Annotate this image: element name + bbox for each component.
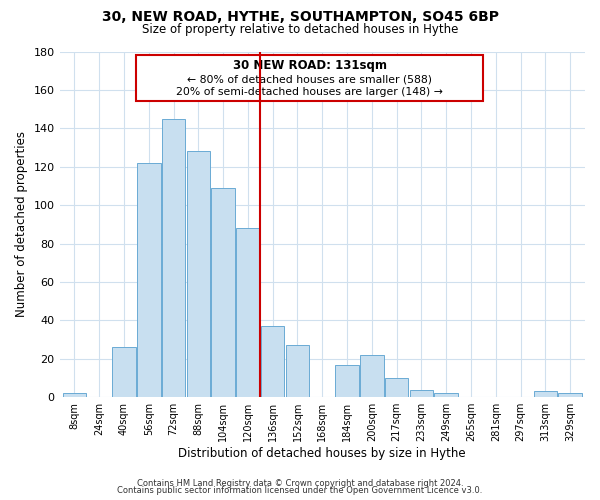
Bar (533, 392, 557, 397)
Bar (559, 394, 582, 397)
Text: Size of property relative to detached houses in Hythe: Size of property relative to detached ho… (142, 22, 458, 36)
Bar (137, 163, 161, 397)
Text: 20% of semi-detached houses are larger (148) →: 20% of semi-detached houses are larger (… (176, 87, 443, 97)
FancyBboxPatch shape (136, 56, 484, 102)
X-axis label: Distribution of detached houses by size in Hythe: Distribution of detached houses by size … (178, 447, 466, 460)
Bar (385, 378, 409, 397)
Text: 30 NEW ROAD: 131sqm: 30 NEW ROAD: 131sqm (233, 59, 387, 72)
Bar (434, 394, 458, 397)
Bar (211, 188, 235, 397)
Bar (112, 348, 136, 397)
Bar (286, 346, 309, 397)
Bar (162, 118, 185, 397)
Text: Contains HM Land Registry data © Crown copyright and database right 2024.: Contains HM Land Registry data © Crown c… (137, 478, 463, 488)
Y-axis label: Number of detached properties: Number of detached properties (15, 132, 28, 318)
Text: Contains public sector information licensed under the Open Government Licence v3: Contains public sector information licen… (118, 486, 482, 495)
Bar (335, 364, 359, 397)
Bar (261, 326, 284, 397)
Bar (360, 355, 383, 397)
Bar (410, 390, 433, 397)
Bar (62, 394, 86, 397)
Text: ← 80% of detached houses are smaller (588): ← 80% of detached houses are smaller (58… (187, 74, 433, 85)
Text: 30, NEW ROAD, HYTHE, SOUTHAMPTON, SO45 6BP: 30, NEW ROAD, HYTHE, SOUTHAMPTON, SO45 6… (101, 10, 499, 24)
Bar (236, 228, 260, 397)
Bar (187, 152, 210, 397)
